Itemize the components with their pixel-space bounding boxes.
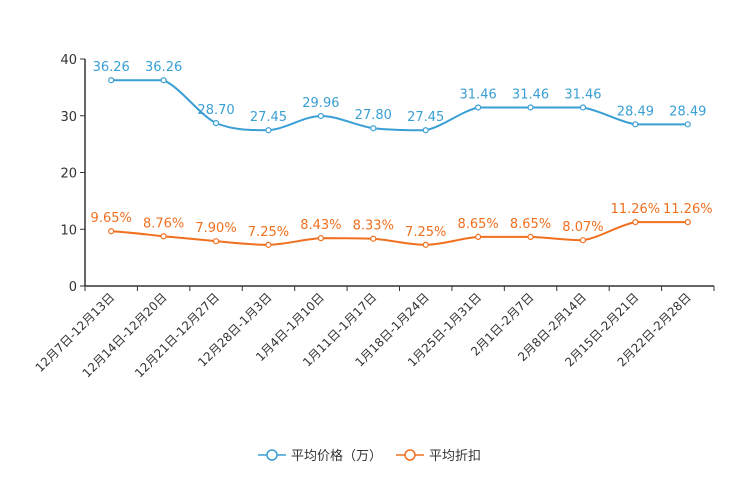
legend-marker-icon	[266, 449, 278, 461]
data-label: 8.33%	[353, 219, 394, 234]
data-label: 8.76%	[143, 216, 184, 231]
data-label: 9.65%	[91, 211, 132, 226]
data-label: 8.65%	[510, 217, 551, 232]
data-point	[212, 120, 220, 127]
series-layer: 36.26 36.26 28.70 27.45 29.96 27.80 27.45 31.46…	[91, 60, 713, 248]
y-tick-label: 40	[60, 53, 77, 68]
series-2: 9.65% 8.76% 7.90% 7.25% 8.43% 8.33% 7.25% 8.65%…	[91, 202, 713, 248]
data-label: 8.43%	[300, 218, 341, 233]
data-label: 28.49	[669, 104, 706, 119]
data-label: 7.25%	[248, 225, 289, 240]
data-label: 11.26%	[611, 202, 661, 217]
data-point	[160, 77, 167, 84]
data-point	[527, 233, 534, 241]
data-point	[475, 104, 482, 111]
data-label: 8.07%	[562, 220, 603, 235]
data-label: 27.45	[250, 110, 287, 125]
data-point	[527, 104, 534, 111]
legend-label: 平均价格（万）	[291, 448, 382, 464]
data-label: 31.46	[564, 87, 601, 102]
data-point	[475, 233, 482, 241]
legend[interactable]: 平均价格（万） 平均折扣	[258, 448, 481, 464]
data-point	[579, 237, 587, 244]
data-label: 29.96	[302, 96, 339, 111]
series-1: 36.26 36.26 28.70 27.45 29.96 27.80 27.45 31.46…	[93, 60, 706, 134]
legend-item-2[interactable]: 平均折扣	[396, 449, 481, 464]
data-point	[160, 233, 167, 240]
data-point	[265, 241, 272, 248]
data-point	[265, 127, 272, 134]
data-label: 31.46	[512, 87, 549, 102]
legend-marker-icon	[404, 449, 416, 461]
data-point	[317, 112, 324, 120]
data-label: 8.65%	[457, 217, 498, 232]
legend-item-1[interactable]: 平均价格（万）	[258, 448, 382, 464]
data-point	[317, 235, 324, 242]
series-line	[111, 79, 688, 132]
data-point	[108, 77, 115, 84]
data-point	[212, 238, 220, 245]
legend-label: 平均折扣	[429, 449, 481, 464]
data-point	[579, 104, 587, 111]
data-label: 27.80	[355, 108, 392, 123]
y-tick-label: 10	[60, 223, 77, 238]
data-point	[370, 235, 377, 242]
data-point	[108, 228, 115, 235]
data-point	[684, 121, 691, 128]
y-tick-label: 0	[69, 280, 77, 295]
data-label: 28.49	[617, 104, 654, 119]
data-label: 11.26%	[663, 202, 713, 217]
data-label: 7.25%	[405, 225, 446, 240]
data-label: 31.46	[460, 87, 497, 102]
data-label: 36.26	[93, 60, 130, 75]
data-label: 7.90%	[195, 221, 236, 236]
series-line	[111, 221, 688, 246]
data-point	[370, 125, 377, 132]
data-label: 36.26	[145, 60, 182, 75]
data-point	[422, 127, 429, 134]
y-tick-label: 20	[60, 167, 77, 182]
data-label: 27.45	[407, 110, 444, 125]
data-point	[422, 241, 429, 248]
data-point	[632, 121, 639, 128]
data-point	[632, 218, 639, 226]
y-tick-label: 30	[60, 110, 77, 125]
data-label: 28.70	[197, 103, 234, 118]
data-point	[684, 218, 691, 226]
